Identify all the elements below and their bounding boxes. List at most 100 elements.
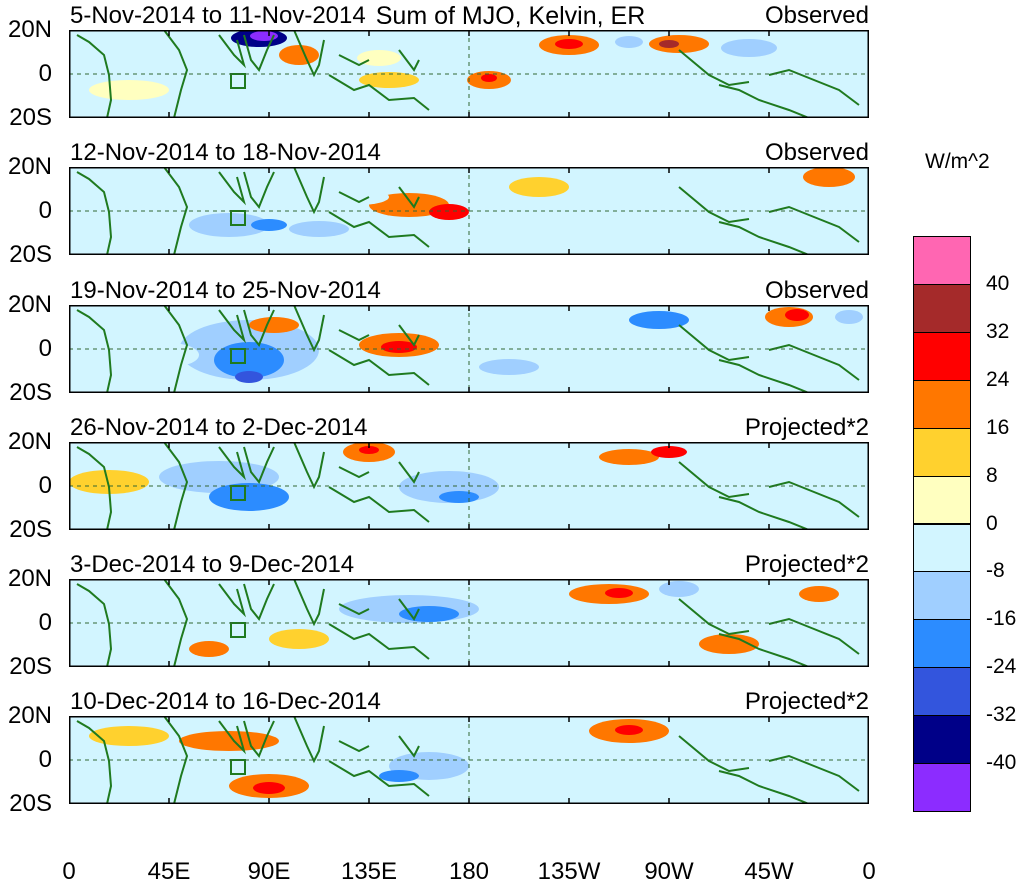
lon-label: 90E [247, 858, 291, 885]
panel-mode: Observed [764, 2, 869, 29]
coastline [163, 716, 189, 804]
coastline [718, 496, 810, 530]
panel-mode: Projected*2 [744, 551, 869, 578]
anomaly-contour [379, 770, 419, 782]
anomaly-contour [599, 449, 659, 465]
coastline [768, 480, 860, 518]
coastline [243, 309, 275, 347]
coastline [718, 359, 810, 393]
coastline [338, 191, 370, 204]
lat-label: 20S [9, 104, 52, 131]
anomaly-contour [579, 215, 679, 239]
coastline [398, 461, 420, 484]
coastline [243, 34, 275, 72]
map-panel-3: 19-Nov-2014 to 25-Nov-2014 Observed 20N 0 20… [0, 275, 900, 412]
coastline [338, 740, 370, 753]
anomaly-contour [803, 167, 855, 187]
coastline [678, 461, 750, 499]
anomaly-contour [605, 588, 633, 598]
colorbar-label: -32 [986, 703, 1017, 727]
colorbar-segment [913, 667, 971, 717]
panel-period: 12-Nov-2014 to 18-Nov-2014 [70, 139, 381, 166]
anomaly-contour [785, 309, 809, 321]
coastline [76, 446, 113, 530]
map-frame [69, 30, 869, 118]
anomaly-contour [69, 470, 149, 494]
coastline [718, 221, 810, 255]
lat-label: 20N [7, 428, 52, 455]
coastline [76, 34, 113, 118]
anomaly-contour [279, 45, 319, 65]
anomaly-contour [209, 483, 289, 511]
anomaly-contour [659, 40, 679, 48]
coastline [218, 583, 246, 618]
lon-label: 135E [340, 858, 398, 885]
coastline [678, 735, 750, 773]
anomaly-contour [249, 317, 299, 333]
colorbar [913, 236, 971, 812]
coastline [293, 716, 325, 764]
olr-anomaly-map [69, 305, 869, 393]
coastline [678, 49, 750, 87]
colorbar-label: -24 [986, 655, 1017, 679]
lat-label: 20N [7, 565, 52, 592]
anomaly-contour [250, 31, 278, 41]
anomaly-contour [189, 213, 269, 237]
lat-label: 20S [9, 790, 52, 817]
anomaly-contour [89, 80, 169, 100]
coastline [328, 211, 430, 248]
colorbar-segment [913, 283, 971, 333]
coastline [76, 171, 113, 255]
coastline [768, 754, 860, 792]
olr-anomaly-map [69, 716, 869, 804]
lon-label: 0 [62, 858, 76, 885]
panel-mode: Observed [764, 139, 869, 166]
coastline [293, 305, 325, 353]
colorbar-label: 8 [986, 463, 998, 487]
coastline [163, 442, 189, 530]
lon-label: 90W [644, 858, 694, 885]
anomaly-contour [381, 341, 417, 353]
coastline [328, 74, 430, 111]
colorbar-label: 16 [986, 415, 1010, 439]
coastline [218, 34, 246, 69]
coastline [398, 186, 420, 209]
anomaly-contour [549, 492, 629, 512]
lat-label: 20N [7, 16, 52, 43]
coastline [218, 446, 246, 481]
coastline [218, 309, 246, 344]
anomaly-contour [699, 634, 759, 654]
map-panel-2: 12-Nov-2014 to 18-Nov-2014 Observed 20N 0 20… [0, 137, 900, 274]
coastline [718, 633, 810, 667]
anomaly-contour [179, 731, 279, 751]
coastline [768, 68, 860, 106]
anomaly-contour [629, 311, 689, 329]
colorbar-segment [913, 475, 971, 525]
lat-label: 0 [38, 60, 52, 87]
map-frame [69, 442, 869, 530]
map-frame [69, 305, 869, 393]
colorbar-segment [913, 379, 971, 429]
lon-label: 45E [147, 858, 191, 885]
colorbar-segment [913, 236, 971, 285]
coastline [768, 205, 860, 243]
map-frame [69, 579, 869, 667]
anomaly-contour [429, 204, 469, 220]
colorbar-segment [913, 571, 971, 621]
anomaly-contour [651, 446, 687, 458]
panel-period: 10-Dec-2014 to 16-Dec-2014 [70, 688, 381, 715]
lon-label: 135W [537, 858, 601, 885]
anomaly-contour [615, 36, 643, 48]
lat-label: 20S [9, 516, 52, 543]
anomaly-contour [549, 80, 629, 100]
coastline [768, 617, 860, 655]
coastline [398, 735, 420, 758]
colorbar-segment [913, 523, 971, 573]
colorbar-segment [913, 331, 971, 381]
map-frame [69, 716, 869, 804]
coastline [328, 623, 430, 660]
anomaly-contour [235, 371, 263, 383]
map-panel-4: 26-Nov-2014 to 2-Dec-2014 Projected*2 20N 0… [0, 412, 900, 549]
panel-mode: Projected*2 [744, 688, 869, 715]
map-panel-6: 10-Dec-2014 to 16-Dec-2014 Projected*2 20N… [0, 686, 900, 823]
